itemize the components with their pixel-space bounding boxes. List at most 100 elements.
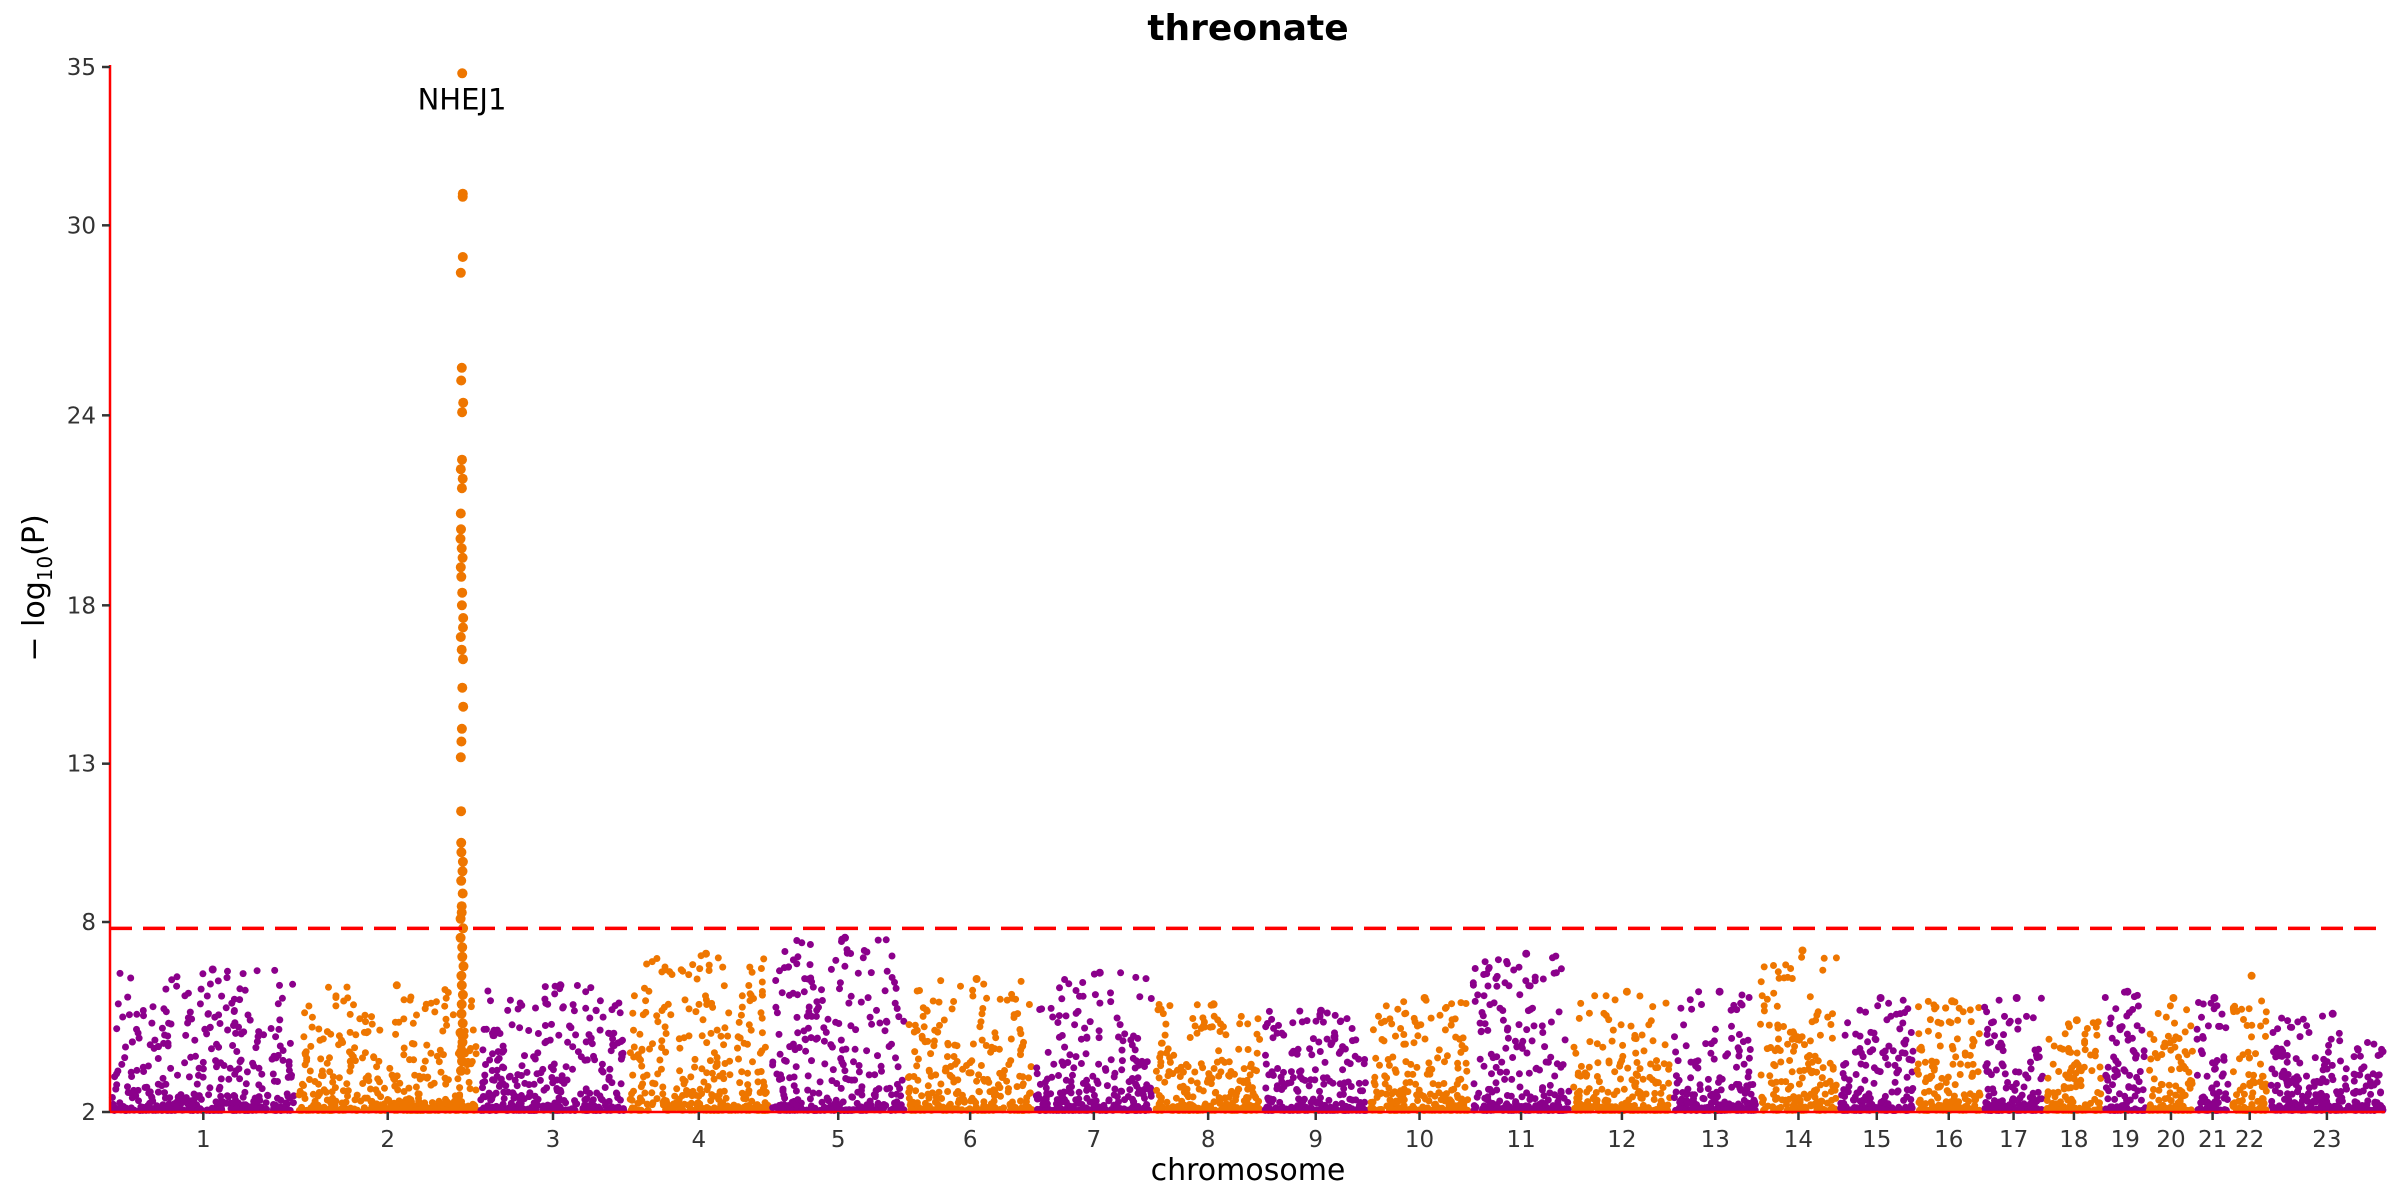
snp-point xyxy=(508,1021,516,1029)
snp-point xyxy=(913,1062,921,1070)
snp-point xyxy=(1740,1060,1748,1068)
snp-point xyxy=(1336,1091,1344,1099)
snp-point xyxy=(216,1083,224,1091)
snp-point xyxy=(1955,1004,1963,1012)
snp-point xyxy=(2113,1068,2121,1076)
snp-point xyxy=(795,1044,803,1051)
snp-point xyxy=(809,983,817,991)
snp-point xyxy=(748,968,756,976)
snp-point xyxy=(1480,992,1488,1000)
snp-point xyxy=(1964,1061,1972,1069)
snp-point xyxy=(1488,1070,1495,1078)
snp-point xyxy=(1147,995,1155,1002)
snp-point xyxy=(2121,1092,2129,1100)
snp-point xyxy=(2193,1035,2201,1043)
snp-point xyxy=(1315,1038,1323,1046)
snp-point xyxy=(1509,1054,1517,1061)
snp-point xyxy=(1383,1090,1390,1098)
snp-point xyxy=(1540,1092,1548,1100)
snp-point xyxy=(2133,1073,2141,1081)
snp-point xyxy=(877,1062,885,1070)
snp-point xyxy=(412,1083,420,1091)
snp-point xyxy=(467,1003,475,1011)
snp-point xyxy=(878,1067,885,1075)
snp-point xyxy=(181,992,189,1000)
snp-point xyxy=(1808,1018,1816,1026)
snp-point xyxy=(1357,1087,1364,1095)
snp-point xyxy=(857,998,865,1006)
snp-point xyxy=(824,1015,832,1023)
snp-point xyxy=(1066,1051,1074,1059)
snp-point xyxy=(314,1092,322,1100)
snp-point xyxy=(279,1056,287,1064)
snp-point xyxy=(588,1040,596,1048)
snp-point xyxy=(1518,1044,1526,1052)
snp-point xyxy=(201,1025,209,1033)
snp-point xyxy=(1337,1017,1345,1025)
snp-point xyxy=(676,1067,684,1075)
snp-point xyxy=(1107,989,1114,997)
snp-point xyxy=(2093,1031,2101,1039)
snp-point xyxy=(432,998,440,1006)
snp-point xyxy=(1076,992,1083,1000)
snp-point xyxy=(1346,1095,1354,1103)
snp-point xyxy=(1216,1099,1224,1107)
snp-point xyxy=(1458,1098,1466,1105)
snp-point xyxy=(630,992,638,1000)
snp-point xyxy=(1216,1028,1224,1035)
snp-point xyxy=(550,1060,558,1068)
snp-point xyxy=(2067,1048,2075,1056)
snp-point xyxy=(146,1088,154,1096)
snp-point xyxy=(818,997,826,1004)
snp-point xyxy=(1404,1070,1412,1078)
snp-point xyxy=(1077,1060,1085,1067)
snp-point xyxy=(1210,1098,1218,1106)
snp-point xyxy=(128,1038,136,1046)
snp-point xyxy=(1806,993,1814,1001)
snp-point xyxy=(577,1090,585,1098)
snp-point xyxy=(758,978,766,986)
snp-point xyxy=(2171,1019,2178,1027)
snp-point xyxy=(1874,1002,1882,1010)
snp-point xyxy=(775,1030,783,1038)
snp-point xyxy=(2014,1025,2022,1033)
snp-point xyxy=(1687,1074,1695,1082)
snp-point xyxy=(2213,1080,2221,1088)
snp-point xyxy=(139,1063,147,1071)
snp-point xyxy=(1244,1085,1252,1093)
snp-point xyxy=(980,980,988,988)
snp-point xyxy=(918,1092,926,1100)
snp-point xyxy=(1975,1004,1983,1012)
snp-point xyxy=(2106,1020,2114,1028)
snp-point xyxy=(326,1068,334,1076)
snp-point xyxy=(1775,974,1783,982)
snp-point xyxy=(982,1042,990,1049)
snp-point xyxy=(1530,1022,1538,1030)
snp-point xyxy=(1657,1089,1665,1097)
snp-point xyxy=(948,1005,956,1013)
snp-point xyxy=(553,1076,561,1084)
snp-point xyxy=(696,1085,704,1093)
snp-point xyxy=(1033,1070,1041,1078)
snp-point xyxy=(2305,1029,2313,1036)
snp-point xyxy=(1189,1015,1197,1022)
snp-point xyxy=(270,1101,277,1108)
snp-point xyxy=(1970,1092,1978,1100)
snp-point xyxy=(703,1069,711,1077)
snp-point xyxy=(133,1066,141,1074)
snp-point xyxy=(1058,1032,1066,1039)
snp-point xyxy=(2167,1046,2175,1054)
snp-point xyxy=(1435,1046,1443,1054)
snp-point xyxy=(1311,1066,1319,1074)
snp-point xyxy=(1710,1055,1718,1063)
snp-point xyxy=(307,1042,315,1050)
snp-point xyxy=(1745,1054,1753,1062)
snp-point xyxy=(521,1079,529,1087)
snp-point xyxy=(1640,1047,1648,1055)
snp-point xyxy=(1627,1022,1635,1030)
snp-point xyxy=(225,1075,233,1083)
snp-point xyxy=(745,982,753,989)
snp-point xyxy=(870,1091,878,1099)
snp-point xyxy=(1649,1003,1657,1011)
snp-point xyxy=(1081,1024,1089,1032)
